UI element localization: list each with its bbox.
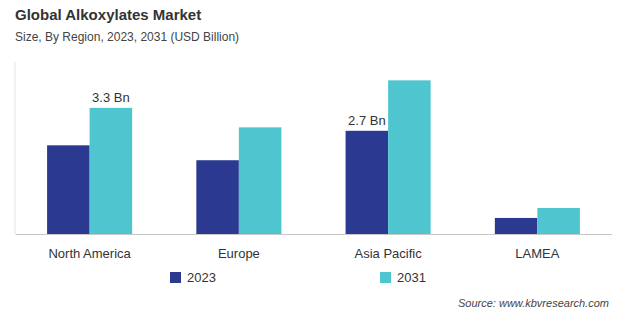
data-labels: 2.7 Bn 3.3 Bn (92, 90, 386, 128)
y-axis-line (15, 62, 16, 234)
source: Source: www.kbvresearch.com (458, 297, 609, 309)
x-axis-line (16, 234, 613, 235)
title: Global Alkoxylates Market (15, 6, 201, 23)
x-tick-label: North America (48, 246, 131, 261)
chart: Global Alkoxylates Market Size, By Region… (0, 0, 619, 322)
x-tick-label: Asia Pacific (355, 246, 423, 261)
x-tick-label: Europe (218, 246, 260, 261)
bar (196, 160, 239, 234)
x-tick: LAMEA (515, 234, 559, 261)
legend-swatch (380, 272, 391, 283)
x-tick-label: LAMEA (515, 246, 559, 261)
bar (495, 218, 538, 234)
bar (537, 208, 580, 234)
bar (346, 131, 389, 234)
legend-swatch (170, 272, 181, 283)
legend-label: 2023 (187, 270, 216, 285)
legend-label: 2031 (397, 270, 426, 285)
bar (90, 108, 133, 234)
legend: 2023 2031 (170, 270, 426, 285)
x-axis: North America Europe Asia Pacific LAMEA (16, 234, 613, 261)
subtitle: Size, By Region, 2023, 2031 (USD Billion… (15, 30, 239, 44)
bar (388, 80, 431, 234)
bars (47, 80, 580, 234)
data-label: 2.7 Bn (348, 113, 386, 128)
bar (239, 127, 282, 234)
x-tick: Europe (218, 234, 260, 261)
data-label: 3.3 Bn (92, 90, 130, 105)
x-tick: Asia Pacific (355, 234, 423, 261)
x-tick: North America (48, 234, 131, 261)
bar (47, 145, 90, 234)
